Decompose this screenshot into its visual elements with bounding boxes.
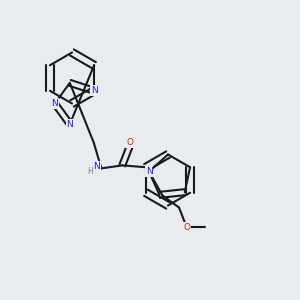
Text: N: N xyxy=(91,86,98,95)
Text: N: N xyxy=(146,167,152,176)
Text: H: H xyxy=(87,167,93,176)
Text: O: O xyxy=(126,138,133,147)
Text: N: N xyxy=(52,99,58,108)
Text: N: N xyxy=(94,162,100,171)
Text: O: O xyxy=(183,223,190,232)
Text: N: N xyxy=(67,120,73,129)
